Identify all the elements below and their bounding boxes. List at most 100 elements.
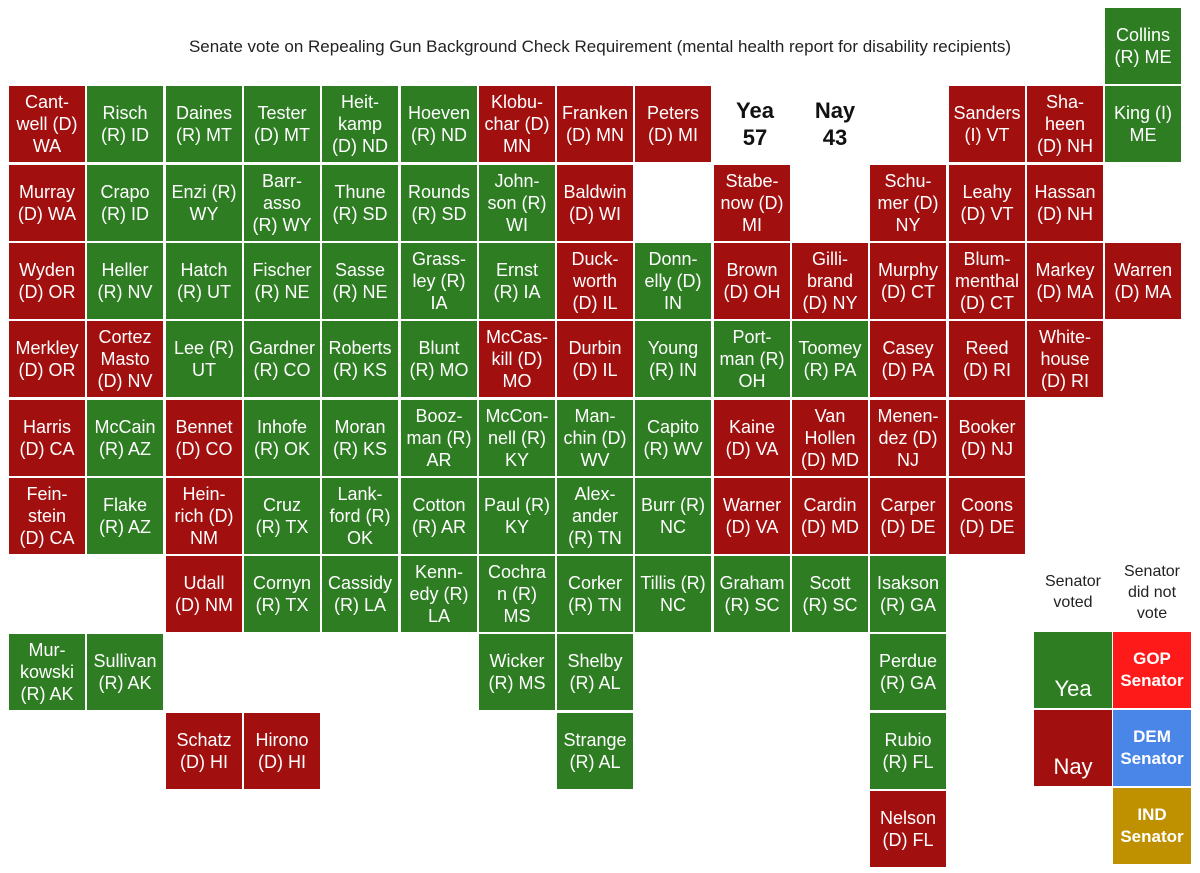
senator-tile: Klobu-char (D) MN [479,86,555,162]
senator-tile: Flake (R) AZ [87,478,163,554]
senator-tile: Warner (D) VA [714,478,790,554]
senator-tile-label: Cardin [803,495,857,515]
senator-tile: Scott (R) SC [792,556,868,632]
senator-tile-label: (D) HI [180,752,228,772]
senator-tile-label: (D) MA [1036,282,1094,302]
senator-tile-label: MN [503,136,531,156]
senator-tile: Ernst (R) IA [479,243,555,319]
senator-tile-label: (D) VT [960,204,1014,224]
senator-tile-label: (D) NV [97,371,153,391]
senator-tile-label: Warner [722,495,782,515]
senator-tile: Warren (D) MA [1105,243,1181,319]
senator-tile-label: Heller [101,260,149,280]
senator-tile-label: (R) SC [724,595,780,615]
senator-tile: Burr (R) NC [635,478,711,554]
senator-tile: Heller (R) NV [87,243,163,319]
senator-tile-label: mer (D) [877,193,939,213]
senator-tile-label: (D) FL [882,830,934,850]
yea-tally-label: Yea [736,98,774,123]
legend-yea-label: Yea [1054,676,1092,701]
senator-tile-label: Sanders [953,103,1021,123]
senator-tile-label: Man- [574,406,616,426]
senator-tile: Baldwin (D) WI [557,165,633,241]
senator-tile-label: Sasse [334,260,386,280]
senator-tile-label: Cant- [24,92,69,112]
senator-tile-label: dez (D) [878,428,938,448]
senator-tile: Cant-well (D) WA [9,86,85,162]
senator-tile: Durbin (D) IL [557,321,633,397]
senator-tile-label: Casey [882,338,934,358]
senator-tile-label: (R) KS [333,360,387,380]
senator-tile-label: (D) WA [17,204,77,224]
senator-tile-label: IN [664,293,682,313]
senator-tile: Isakson (R) GA [870,556,946,632]
senator-tile-label: NJ [897,450,919,470]
senator-tile: Graham (R) SC [714,556,790,632]
senator-tile-label: (R) NE [254,282,310,302]
senator-tile-label: char (D) [484,114,550,134]
senator-tile-label: (D) CA [19,439,75,459]
senator-tile-label: Van [814,406,846,426]
senator-tile: Barr-asso (R) WY [244,165,320,241]
senator-tile-label: (R) NE [332,282,388,302]
senator-tile: Murphy (D) CT [870,243,946,319]
legend-dem-label: Senator [1120,749,1184,768]
senator-tile-label: Franken [561,103,629,123]
senator-tile-label: heen [1044,114,1086,134]
senator-tile: Blum-menthal (D) CT [949,243,1025,319]
legend-voted-header: Senator voted [1034,571,1112,613]
legend-yea-swatch: Yea [1034,632,1112,708]
nay-tally-label: Nay [814,98,856,123]
senator-tile-label: (R) GA [880,595,936,615]
senator-tile-label: Donn- [648,249,698,269]
senator-tile: Murray (D) WA [9,165,85,241]
senator-tile: Hoeven (R) ND [401,86,477,162]
senator-tile-label: Murray [18,182,75,202]
senator-tile-label: Fischer [252,260,312,280]
senator-tile: Reed (D) RI [949,321,1025,397]
senator-tile: Toomey (R) PA [792,321,868,397]
senator-tile-label: man (R) [719,349,785,369]
senator-tile-label: edy (R) [409,584,469,604]
senator-tile-label: Heit- [340,92,379,112]
senator-tile: Lee (R) UT [166,321,242,397]
senator-tile-label: (R) NV [97,282,153,302]
legend-ind-label: IND [1137,805,1167,824]
senator-tile-label: Carper [880,495,936,515]
senator-tile-label: (D) DE [880,517,936,537]
senator-tile-label: house [1040,349,1090,369]
senator-tile-label: kill (D) [491,349,543,369]
senator-tile: Donn-elly (D) IN [635,243,711,319]
senator-tile: Hatch (R) UT [166,243,242,319]
senator-tile-label: Klobu- [490,92,544,112]
senator-tile: Man-chin (D) WV [557,400,633,476]
senator-tile-label: (D) CT [960,293,1014,313]
senator-tile: McCain (R) AZ [87,400,163,476]
senator-tile-label: Warren [1113,260,1173,280]
senator-tile-label: (D) MN [566,125,624,145]
senator-tile-label: (R) LA [333,595,386,615]
senator-tile-label: Cotton [412,495,466,515]
senator-tile: Schatz (D) HI [166,713,242,789]
senator-tile-label: kowski [19,662,74,682]
senator-tile-label: (R) PA [803,360,857,380]
senator-tile-label: chin (D) [563,428,627,448]
legend-gop-label: Senator [1120,671,1184,690]
senator-tile: Kenn-edy (R) LA [401,556,477,632]
legend-voted-header-line: Senator [1044,573,1102,590]
senator-tile: Hirono (D) HI [244,713,320,789]
senator-tile-label: McCas- [486,327,548,347]
senator-tile-label: NC [660,517,686,537]
senator-tile-label: Isakson [876,573,940,593]
legend-nay-label: Nay [1053,754,1093,779]
senator-tile: Tillis (R) NC [635,556,711,632]
senator-tile-label: (R) WV [643,439,703,459]
senator-tile-label: (D) VA [725,517,779,537]
senator-tile: Port-man (R) OH [714,321,790,397]
senator-tile-label: Burr (R) [641,495,705,515]
senator-tile: Booz-man (R) AR [401,400,477,476]
senator-tile: Paul (R) KY [479,478,555,554]
legend-not-voted-header-line: did not [1127,584,1177,601]
chart-title: Senate vote on Repealing Gun Background … [188,37,1012,56]
senator-tile-label: (R) TN [568,528,622,548]
